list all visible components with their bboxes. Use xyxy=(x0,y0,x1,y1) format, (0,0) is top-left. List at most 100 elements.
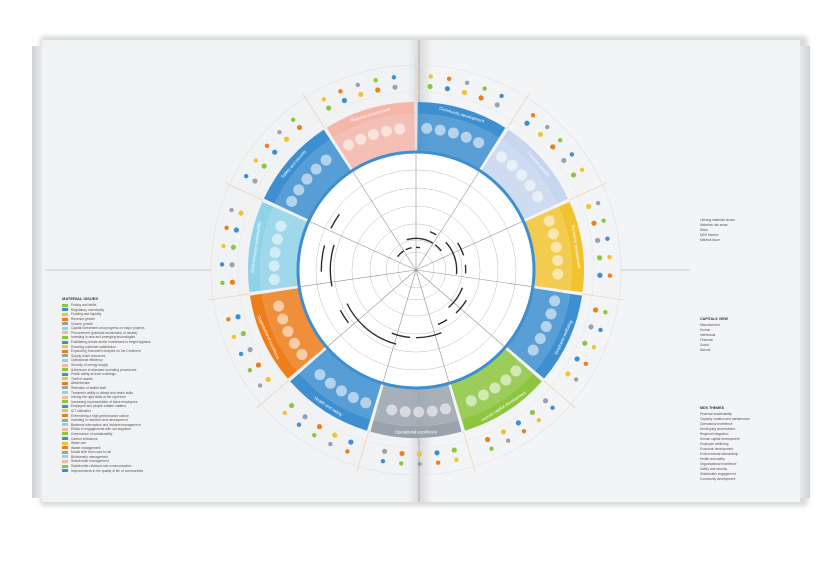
legend-item: Stakeholder relations and communication xyxy=(62,464,180,469)
legend-item: Regulatory uncertainty xyxy=(62,308,180,313)
capitals-key-title: CAPITALS VIEW xyxy=(700,317,728,321)
issue-dot xyxy=(428,74,433,79)
issue-dot xyxy=(586,203,592,210)
issue-dot xyxy=(601,218,606,223)
issue-dot xyxy=(261,163,267,169)
issue-dot xyxy=(451,447,457,453)
issue-dot xyxy=(252,178,258,184)
segment-label-band xyxy=(461,373,542,431)
issue-badge xyxy=(550,241,562,253)
issue-dot xyxy=(446,76,452,82)
grid-spoke xyxy=(351,170,417,271)
issue-badge xyxy=(336,385,348,397)
segment-wedge xyxy=(373,383,459,426)
issue-badge xyxy=(473,137,485,149)
legend-swatch xyxy=(62,322,68,326)
key-item: MDS themes xyxy=(700,233,719,237)
rating-arc xyxy=(429,231,437,236)
issue-badge xyxy=(434,124,446,136)
legend-swatch xyxy=(62,340,68,344)
issue-dot xyxy=(500,429,507,435)
issue-badge xyxy=(413,406,425,418)
grid-spoke xyxy=(326,269,417,348)
rating-arc xyxy=(346,303,366,328)
legend-item: Theft of assets xyxy=(62,377,180,382)
issue-dot xyxy=(494,102,500,108)
issue-dot xyxy=(229,262,235,268)
issue-dot xyxy=(461,89,468,96)
legend-swatch xyxy=(62,459,68,463)
legend-label: Investing in research and development xyxy=(71,418,128,423)
segment-divider xyxy=(463,431,476,472)
issue-dot xyxy=(240,330,246,337)
issue-badge xyxy=(496,151,508,163)
legend-swatch xyxy=(62,455,68,459)
issue-badge xyxy=(355,133,367,145)
issue-dot xyxy=(537,131,544,138)
legend-label: Supply chain resources xyxy=(71,353,106,358)
issue-dot xyxy=(277,129,282,135)
issue-badge xyxy=(527,344,539,356)
issue-dot xyxy=(521,428,527,434)
legend-item: ICT utilisation xyxy=(62,409,180,414)
rating-arc xyxy=(421,238,434,244)
legend-label: Biodiversity management xyxy=(71,454,109,459)
issue-dot xyxy=(312,432,317,438)
legend-label: Investing in new and emerging technologi… xyxy=(71,335,136,340)
legend-label: Improvements in the quality of life of c… xyxy=(71,468,144,473)
issue-dot xyxy=(561,157,567,164)
key-item: Developing shareholders xyxy=(700,427,736,431)
issue-dot xyxy=(594,237,601,243)
issue-dot xyxy=(229,279,236,285)
issue-badge xyxy=(540,321,552,333)
legend-label: Pricing and tariffs xyxy=(71,303,97,308)
page-edges-left xyxy=(32,46,42,498)
legend-label: Stakeholder relations and communication xyxy=(71,464,132,469)
grid-spoke xyxy=(415,170,481,271)
issue-badge xyxy=(547,228,559,240)
rating-arc xyxy=(437,319,448,326)
issue-dot xyxy=(229,207,234,213)
legend-label: Modal shift from road to rail xyxy=(71,450,111,455)
issue-dot xyxy=(380,458,386,464)
issue-badge xyxy=(324,377,336,389)
issue-dot xyxy=(435,460,441,465)
legend-label: Facilitating private sector investment i… xyxy=(71,340,151,345)
issue-dot xyxy=(373,78,378,83)
legend-swatch xyxy=(62,377,68,381)
issue-dot xyxy=(243,174,249,179)
issue-dot xyxy=(454,457,459,462)
issue-badge xyxy=(275,220,287,232)
legend-swatch xyxy=(62,335,68,339)
legend-swatch xyxy=(62,349,68,353)
legend-swatch xyxy=(62,331,68,335)
issue-dot xyxy=(399,450,405,457)
legend-swatch xyxy=(62,423,68,427)
legend-label: Governance of sustainability xyxy=(71,431,113,436)
legend-item: Public safety at level crossings xyxy=(62,372,180,377)
legend-item: Business interruption and incident manag… xyxy=(62,422,180,427)
issue-badge xyxy=(310,163,322,175)
legend-item: Supply chain resources xyxy=(62,354,180,359)
issue-dot xyxy=(221,243,226,249)
segment-label: Operational excellence xyxy=(395,430,438,435)
key-item: Financial xyxy=(700,338,713,342)
issue-dot xyxy=(235,314,241,320)
grid-spoke xyxy=(299,269,417,288)
legend-label: Security of energy supply xyxy=(71,363,109,368)
issue-dot xyxy=(544,124,550,130)
segment-divider xyxy=(224,182,264,201)
legend-item: Security of energy supply xyxy=(62,363,180,368)
issue-dot xyxy=(321,97,327,102)
key-item: Employee wellbeing xyxy=(700,442,729,446)
issue-dot xyxy=(550,405,555,411)
rating-arc xyxy=(448,287,464,309)
issue-dot xyxy=(557,137,563,143)
legend-label: Business interruption and incident manag… xyxy=(71,422,141,427)
issue-dot xyxy=(296,124,303,131)
issue-dot xyxy=(593,307,599,313)
issue-dot xyxy=(224,225,229,231)
issue-dot xyxy=(579,167,585,173)
